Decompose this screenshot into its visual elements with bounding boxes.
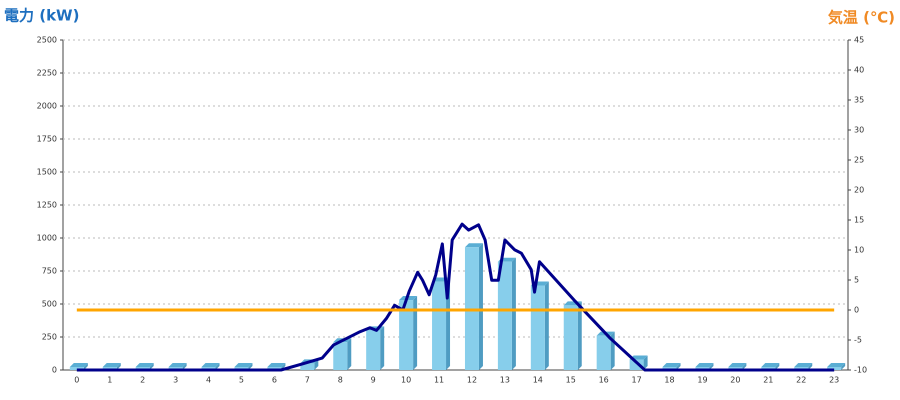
bar [366,330,381,370]
x-tick-label: 18 [664,376,674,385]
x-tick-label: 19 [697,376,707,385]
x-tick-label: 13 [500,376,510,385]
bar [497,261,512,370]
y2-tick-label: -5 [854,336,862,345]
y-tick-label: 2250 [37,69,57,78]
x-tick-label: 1 [107,376,112,385]
bar-side [544,281,549,370]
y-tick-label: 2000 [37,102,57,111]
bar-top [267,363,286,367]
bar-top [201,363,220,367]
y2-tick-label: 30 [854,126,864,135]
x-tick-label: 22 [796,376,806,385]
x-tick-label: 11 [434,376,444,385]
bar [399,300,414,370]
bar-side [380,326,385,370]
y2-tick-label: 45 [854,36,864,45]
bar-top [761,363,780,367]
y2-tick-label: 15 [854,216,864,225]
bar-side [446,277,451,370]
bar-side [709,363,714,370]
bar-top [464,243,483,248]
y-tick-label: 750 [42,267,57,276]
bar-side [478,243,483,370]
bar [432,281,447,370]
bar-side [775,363,780,370]
bar-side [215,363,220,370]
x-tick-label: 3 [173,376,178,385]
bar-top [695,363,714,367]
x-tick-label: 2 [140,376,145,385]
y2-axis-title: 気温 (℃) [828,9,895,27]
bar-side [643,355,648,370]
bar-top [794,363,813,367]
x-tick-label: 7 [305,376,310,385]
bar-top [102,363,121,367]
x-tick-label: 15 [566,376,576,385]
bar-top [135,363,154,367]
bar-side [413,296,418,370]
bar-side [577,301,582,370]
x-tick-label: 14 [533,376,543,385]
y2-tick-label: 20 [854,186,864,195]
x-tick-label: 8 [338,376,343,385]
bar-side [347,338,352,370]
bar [300,363,315,370]
bar-top [728,363,747,367]
y-tick-label: 1250 [37,201,57,210]
line [76,222,835,372]
bar [333,342,348,370]
y-tick-label: 1000 [37,234,57,243]
y2-tick-label: -10 [854,366,867,375]
y2-tick-label: 0 [854,306,859,315]
bar-side [808,363,813,370]
bar [596,335,611,370]
bar-top [662,363,681,367]
x-tick-label: 5 [239,376,244,385]
y-tick-label: 0 [52,366,57,375]
y-axis-title: 電力 (kW) [4,7,79,25]
y-tick-label: 500 [42,300,57,309]
bar-side [248,363,253,370]
y2-tick-label: 35 [854,96,864,105]
bar-side [314,359,319,370]
bar-side [841,363,846,370]
y-tick-label: 250 [42,333,57,342]
y-tick-label: 1750 [37,135,57,144]
bar-side [742,363,747,370]
y2-tick-label: 10 [854,246,864,255]
bar-side [116,363,121,370]
x-tick-label: 16 [599,376,609,385]
y2-tick-label: 25 [854,156,864,165]
bar [563,305,578,370]
y2-tick-label: 40 [854,66,864,75]
bar [530,285,545,370]
x-tick-label: 23 [829,376,839,385]
bar-top [69,363,88,367]
x-tick-label: 4 [206,376,211,385]
bar-side [676,363,681,370]
bar-side [149,363,154,370]
x-tick-label: 20 [730,376,740,385]
x-tick-label: 9 [371,376,376,385]
bar-top [827,363,846,367]
bar-side [83,363,88,370]
bar-side [182,363,187,370]
bar-top [234,363,253,367]
y-tick-label: 1500 [37,168,57,177]
bar-top [168,363,187,367]
x-tick-label: 10 [401,376,411,385]
x-tick-label: 12 [467,376,477,385]
x-tick-label: 6 [272,376,277,385]
bar-side [511,257,516,370]
x-tick-label: 17 [632,376,642,385]
x-tick-label: 0 [74,376,79,385]
y-tick-label: 2500 [37,36,57,45]
x-tick-label: 21 [763,376,773,385]
y2-tick-label: 5 [854,276,859,285]
bar [629,359,644,370]
